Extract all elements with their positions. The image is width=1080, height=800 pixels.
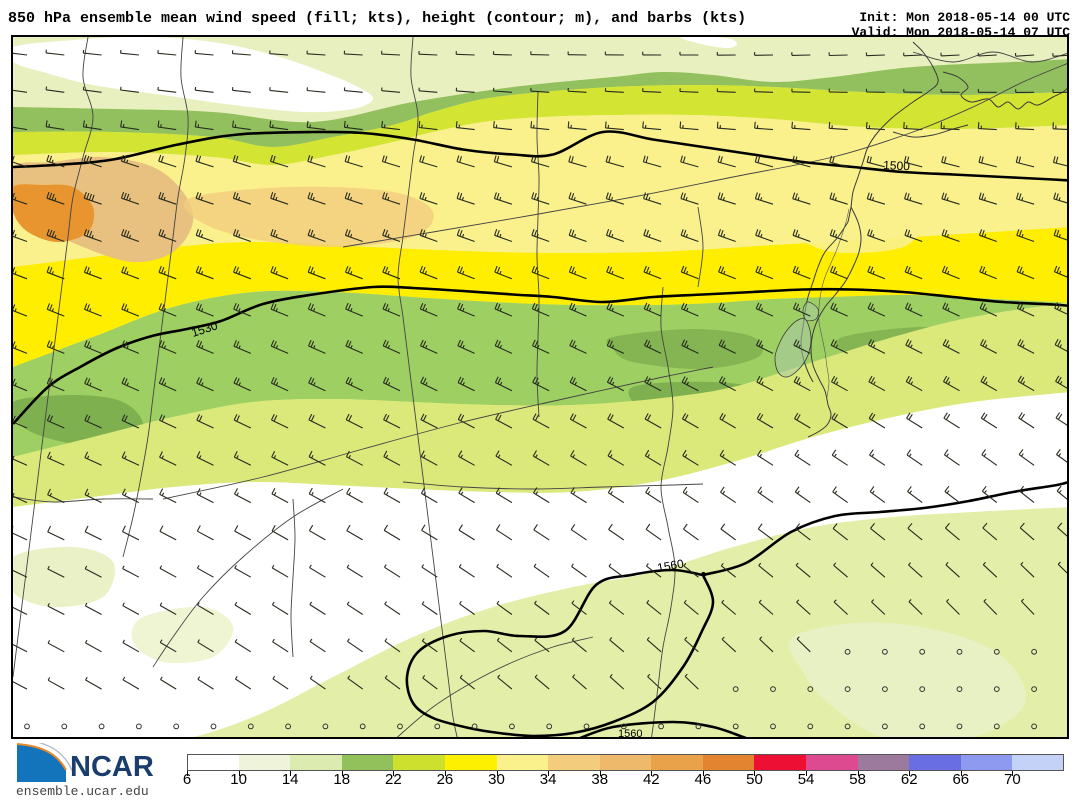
svg-text:1500: 1500 [883, 158, 911, 173]
svg-text:NCAR: NCAR [70, 751, 154, 783]
svg-text:1560: 1560 [618, 728, 642, 739]
svg-text:ensemble.ucar.edu: ensemble.ucar.edu [16, 784, 149, 799]
